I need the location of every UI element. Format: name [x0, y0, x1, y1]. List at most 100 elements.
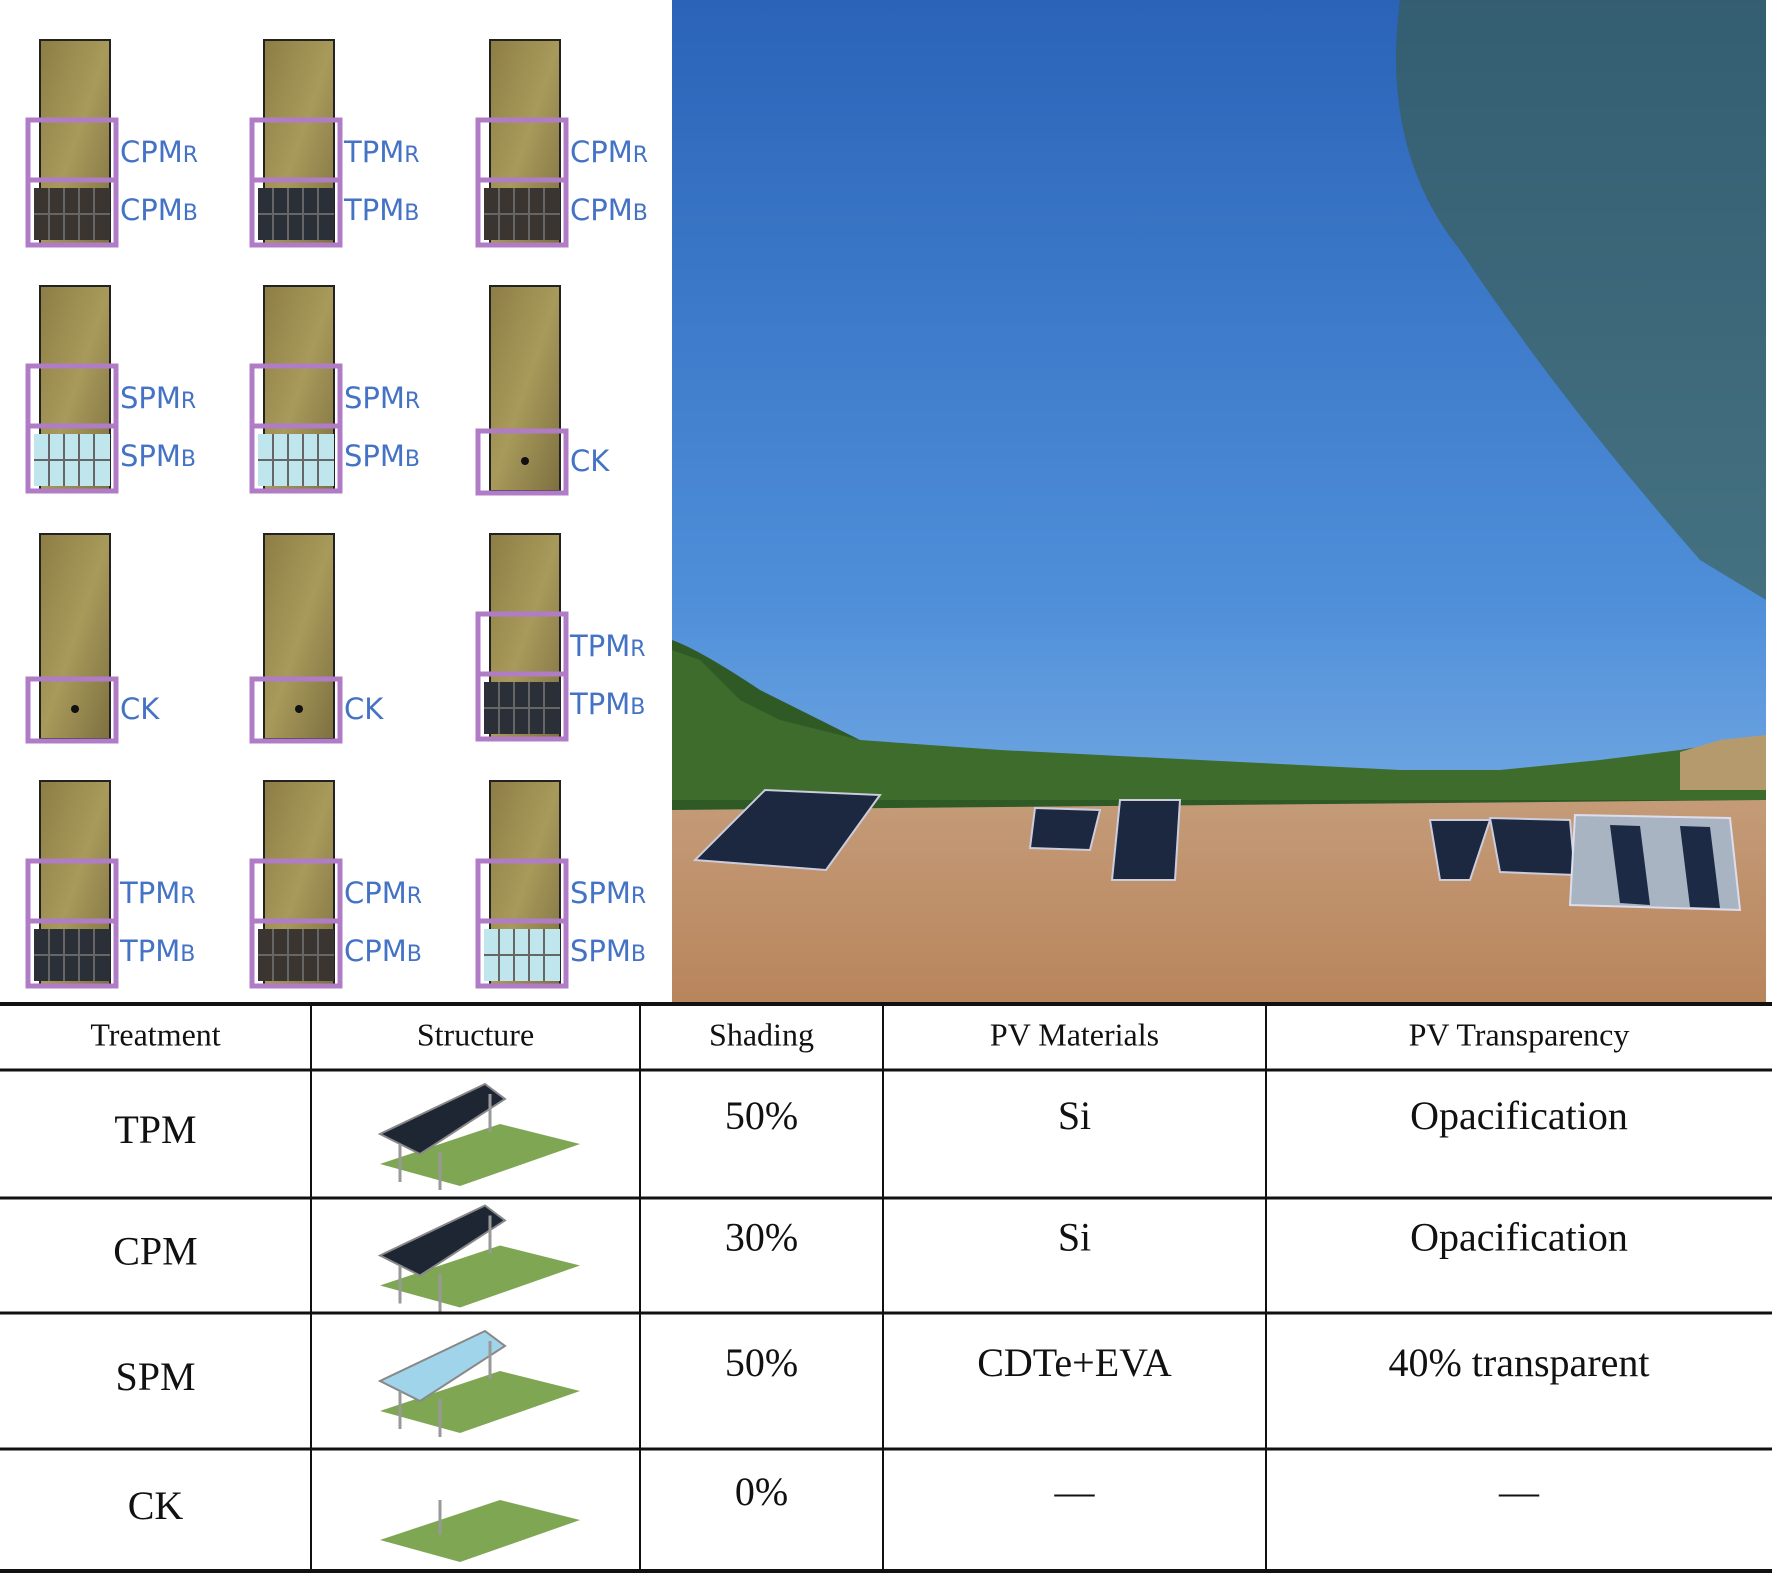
plot-label: TPMR [569, 629, 646, 663]
table-cell: 50% [725, 1093, 798, 1138]
label-name: TPM [119, 876, 180, 910]
label-sub: R [405, 389, 420, 414]
plot-box [249, 423, 343, 494]
table-cell: — [1054, 1469, 1096, 1514]
plot-label: CK [344, 692, 384, 726]
plot-label: SPMR [344, 381, 420, 415]
table-cell: Opacification [1410, 1093, 1628, 1138]
plot-label: TPMR [343, 135, 420, 169]
label-sub: B [630, 695, 645, 720]
label-sub: R [633, 143, 648, 168]
sensor [521, 457, 529, 465]
label-name: CPM [570, 135, 633, 169]
table-cell: Si [1058, 1215, 1091, 1260]
plot-box [249, 177, 343, 248]
label-name: TPM [343, 193, 404, 227]
plot-box [249, 676, 343, 744]
table-cell: CK [128, 1483, 184, 1528]
plot-label: TPMB [569, 687, 645, 721]
table-header: PV Transparency [1409, 1016, 1630, 1052]
table-cell: SPM [115, 1354, 195, 1399]
plot-label: CPMB [344, 934, 422, 968]
label-name: SPM [120, 439, 181, 473]
label-name: TPM [569, 629, 630, 663]
ground-icon [380, 1124, 580, 1186]
plot-label: SPMB [120, 439, 196, 473]
label-name: SPM [570, 934, 631, 968]
label-sub: R [630, 637, 645, 662]
plot-label: CPMR [570, 135, 648, 169]
sensor [71, 705, 79, 713]
plot-label: SPMR [120, 381, 196, 415]
table-cell: Opacification [1410, 1215, 1628, 1260]
plot-box [475, 671, 569, 742]
plot-box [25, 423, 119, 494]
label-sub: B [631, 942, 646, 967]
plot-box [475, 918, 569, 989]
label-sub: B [183, 201, 198, 226]
label-name: CPM [120, 135, 183, 169]
plot-box [25, 177, 119, 248]
label-name: SPM [344, 439, 405, 473]
plot-box [475, 177, 569, 248]
table-cell: 40% transparent [1388, 1340, 1649, 1385]
ground-icon [380, 1371, 580, 1433]
plot-label: TPMB [343, 193, 419, 227]
table-header: Shading [709, 1016, 814, 1052]
label-name: CPM [570, 193, 633, 227]
plot-label: SPMR [570, 876, 646, 910]
label-sub: B [405, 447, 420, 472]
table-cell: CDTe+EVA [977, 1340, 1172, 1385]
panel-icon [377, 1082, 507, 1156]
plot-label: CPMB [120, 193, 198, 227]
plot-box [249, 918, 343, 989]
plot-label: SPMB [344, 439, 420, 473]
sensor [295, 705, 303, 713]
label-name: SPM [570, 876, 631, 910]
plot-label: CPMR [344, 876, 422, 910]
label-name: CPM [344, 876, 407, 910]
table-header: PV Materials [990, 1016, 1159, 1052]
treatment-table: Treatment Structure Shading PV Materials PV … [0, 1002, 1772, 1573]
plot-label: TPMR [119, 876, 196, 910]
panel-icon [377, 1204, 507, 1277]
table-header: Treatment [90, 1016, 220, 1052]
label-sub: R [404, 143, 419, 168]
label-name: TPM [569, 687, 630, 721]
label-name: CK [120, 692, 160, 726]
table-header: Structure [417, 1016, 534, 1052]
label-name: CK [344, 692, 384, 726]
label-name: CPM [344, 934, 407, 968]
label-sub: B [633, 201, 648, 226]
plot-label: TPMB [119, 934, 195, 968]
table-cell: 30% [725, 1215, 798, 1260]
table-cell: 50% [725, 1340, 798, 1385]
label-name: CPM [120, 193, 183, 227]
table-cell: Si [1058, 1093, 1091, 1138]
plot-label: CK [570, 444, 610, 478]
ground-icon [380, 1245, 580, 1308]
label-sub: B [404, 201, 419, 226]
label-sub: R [631, 884, 646, 909]
label-sub: B [407, 942, 422, 967]
plot-label: CK [120, 692, 160, 726]
plot-box [25, 676, 119, 744]
plot-label: CPMB [570, 193, 648, 227]
plot-box [25, 918, 119, 989]
table-cell: TPM [114, 1107, 196, 1152]
label-sub: B [180, 942, 195, 967]
plot-label: SPMB [570, 934, 646, 968]
label-sub: R [407, 884, 422, 909]
table-cell: CPM [113, 1229, 198, 1274]
plot-layout: CPMRCPMBTPMRTPMBCPMRCPMBSPMRSPMBSPMRSPMB… [25, 39, 648, 989]
plot-strip [39, 533, 111, 740]
plot-box [475, 428, 569, 496]
label-name: TPM [119, 934, 180, 968]
plot-label: CPMR [120, 135, 198, 169]
label-name: CK [570, 444, 610, 478]
label-sub: B [181, 447, 196, 472]
table-cell: 0% [735, 1469, 788, 1514]
field-photo [672, 0, 1766, 1003]
plot-strip [489, 285, 561, 492]
